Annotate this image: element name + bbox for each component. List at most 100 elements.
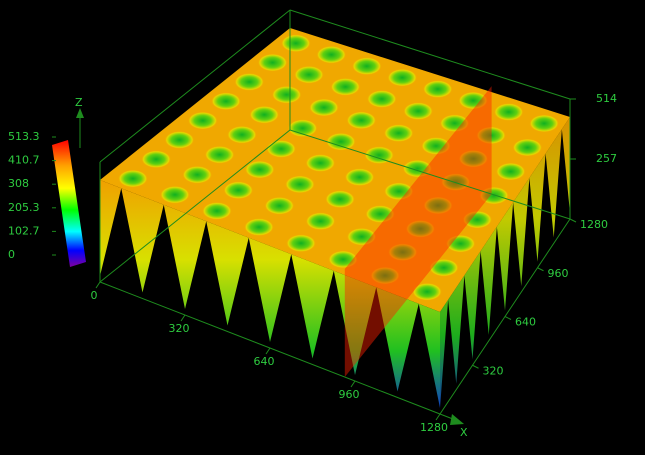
surface-pit	[308, 98, 339, 117]
y-tick-label: 320	[483, 364, 504, 377]
surface-pit	[366, 89, 397, 108]
x-tick	[350, 380, 356, 388]
surface-pit	[387, 68, 418, 87]
surface-front-wall	[100, 180, 440, 408]
surface-pit	[264, 196, 295, 215]
colorbar-tick-label: 102.7	[8, 224, 40, 237]
surface-pit	[280, 34, 311, 53]
surface-pit	[330, 77, 361, 96]
x-axis-label: X	[460, 426, 468, 439]
box-edge	[289, 9, 571, 100]
surface-pit	[512, 138, 543, 157]
surface-pit	[458, 149, 489, 168]
x-tick-label: 960	[339, 388, 360, 401]
colorbar-tick-label: 0	[8, 248, 15, 261]
surface-pit	[346, 227, 377, 246]
surface-pit	[316, 45, 347, 64]
surface-pit	[234, 72, 265, 91]
surface-right-wall	[440, 117, 570, 408]
surface-pit	[141, 150, 172, 169]
surface-pit	[249, 105, 280, 124]
box-edge	[99, 9, 291, 163]
surface-pit	[244, 160, 275, 179]
colorbar	[52, 140, 86, 267]
surface-pit	[370, 266, 401, 285]
surface-pit	[305, 212, 336, 231]
colorbar-tick-label: 513.3	[8, 130, 40, 143]
surface-pit	[423, 196, 454, 215]
surface-pit	[293, 65, 324, 84]
surface-pit	[440, 173, 471, 192]
surface-pit	[284, 175, 315, 194]
surface-pit	[421, 136, 452, 155]
surface-pit	[243, 218, 274, 237]
surface-pit	[529, 114, 560, 133]
section-plane	[344, 86, 492, 378]
surface-pit	[271, 85, 302, 104]
surface-pit	[428, 258, 459, 277]
surface-pit	[328, 250, 359, 269]
surface-pit	[182, 165, 213, 184]
surface	[100, 28, 570, 408]
surface-pit	[439, 114, 470, 133]
surface-pit	[286, 234, 317, 253]
surface-pit	[187, 111, 218, 130]
surface-pit	[325, 190, 356, 209]
surface-pit	[351, 57, 382, 76]
surface-pit	[493, 102, 524, 121]
x-tick-label: 320	[169, 322, 190, 335]
surface-pit	[403, 102, 434, 121]
surface-pit	[364, 146, 395, 165]
box-edge	[99, 129, 291, 283]
surface-pit	[365, 205, 396, 224]
surface-pit	[325, 132, 356, 151]
x-tick	[265, 347, 271, 355]
surface-pit	[462, 210, 493, 229]
surface-pit	[257, 53, 288, 72]
y-tick-label: 640	[515, 316, 536, 329]
x-arrow-head	[450, 414, 464, 425]
box-edge	[289, 129, 571, 220]
surface-pit	[287, 119, 318, 138]
x-tick	[435, 413, 441, 421]
surface-pit	[383, 182, 414, 201]
surface-pit	[387, 243, 418, 262]
surface-pit	[204, 145, 235, 164]
surface-pit	[211, 92, 242, 111]
surface-pit	[458, 91, 489, 110]
y-tick	[537, 267, 544, 272]
colorbar-tick-label: 308	[8, 177, 29, 190]
surface-pit	[226, 125, 257, 144]
surface-pit	[266, 139, 297, 158]
surface-pit	[383, 124, 414, 143]
z-axis-label: Z	[75, 96, 83, 109]
surface-pit	[159, 185, 190, 204]
surface-pit	[405, 219, 436, 238]
surface-pit	[346, 111, 377, 130]
y-tick-label: 960	[548, 267, 569, 280]
colorbar-tick-label: 205.3	[8, 201, 40, 214]
colorbar-tick-label: 410.7	[8, 154, 40, 167]
surface-pit	[223, 181, 254, 200]
x-tick	[180, 314, 186, 322]
surface-pit	[422, 80, 453, 99]
surface-pit	[445, 234, 476, 253]
z-tick-label: 257	[596, 152, 617, 165]
y-tick-label: 1280	[580, 218, 608, 231]
surface-pit	[495, 162, 526, 181]
x-tick-label: 1280	[420, 421, 448, 434]
z-arrow-head	[76, 108, 84, 118]
surface-pit	[476, 126, 507, 145]
surface-pit	[344, 168, 375, 187]
y-tick	[504, 316, 512, 320]
surface-pit	[201, 201, 232, 220]
z-tick-label: 514	[596, 92, 617, 105]
y-tick	[472, 364, 479, 369]
surface-pit	[305, 154, 336, 173]
surface-pit	[412, 282, 443, 301]
x-tick-label: 0	[91, 289, 98, 302]
x-tick	[95, 281, 101, 289]
x-tick-label: 640	[254, 355, 275, 368]
